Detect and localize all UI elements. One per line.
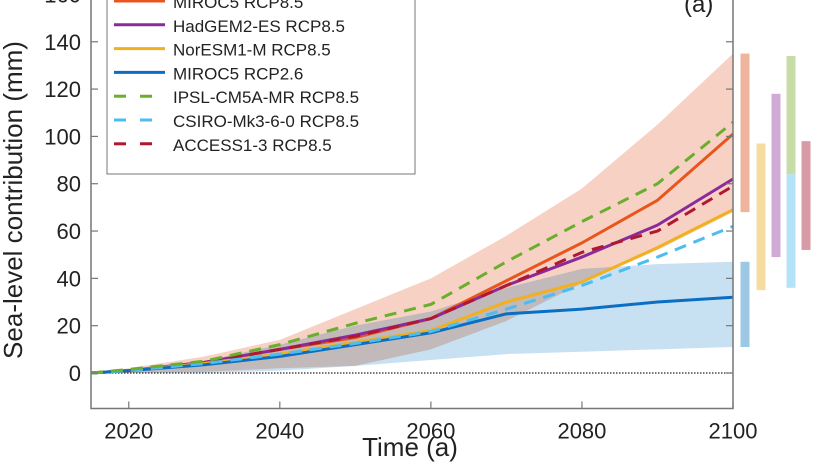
x-tick-label: 2020 bbox=[104, 418, 153, 443]
x-tick-label: 2040 bbox=[255, 418, 304, 443]
y-tick-label: 140 bbox=[44, 30, 81, 55]
y-tick-label: 100 bbox=[44, 124, 81, 149]
series-line-4 bbox=[90, 121, 734, 375]
legend-label-4: IPSL-CM5A-MR RCP8.5 bbox=[173, 88, 359, 107]
range-bars-2100 bbox=[740, 53, 811, 347]
legend-label-5: CSIRO-Mk3-6-0 RCP8.5 bbox=[173, 112, 359, 131]
x-tick-label: 2100 bbox=[709, 418, 758, 443]
series-line-5 bbox=[90, 224, 734, 375]
axis-frame bbox=[90, 0, 734, 410]
legend: MIROC5 RCP8.5 HadGEM2-ES RCP8.5 NorESM1-M … bbox=[106, 0, 416, 175]
range-bar-3 bbox=[771, 93, 781, 258]
legend-label-2: NorESM1-M RCP8.5 bbox=[173, 41, 331, 60]
range-bar-6 bbox=[801, 141, 811, 250]
y-tick-label: 20 bbox=[57, 314, 81, 339]
legend-label-0: MIROC5 RCP8.5 bbox=[173, 0, 303, 12]
y-tick-label: 40 bbox=[57, 266, 81, 291]
x-axis-label: Time (a) bbox=[362, 432, 458, 462]
y-tick-label: 80 bbox=[57, 172, 81, 197]
y-tick-label: 60 bbox=[57, 219, 81, 244]
x-tick-label: 2080 bbox=[557, 418, 606, 443]
y-axis-label: Sea-level contribution (mm) bbox=[0, 41, 28, 359]
axes: 2020204020602080210002040608010012014016… bbox=[44, 0, 757, 443]
range-bar-1 bbox=[740, 261, 750, 347]
series-lines bbox=[90, 121, 734, 375]
x-tick-label: 2060 bbox=[406, 418, 455, 443]
range-bar-5 bbox=[786, 174, 796, 288]
legend-label-3: MIROC5 RCP2.6 bbox=[173, 64, 303, 83]
y-tick-label: 120 bbox=[44, 77, 81, 102]
panel-label: (a) bbox=[684, 0, 713, 18]
y-tick-label: 160 bbox=[44, 0, 81, 7]
y-tick-label: 0 bbox=[69, 361, 81, 386]
range-bar-2 bbox=[756, 143, 766, 291]
legend-box bbox=[106, 0, 416, 175]
range-bar-4 bbox=[786, 55, 796, 175]
series-line-6 bbox=[90, 184, 734, 375]
legend-label-6: ACCESS1-3 RCP8.5 bbox=[173, 136, 332, 155]
range-bar-0 bbox=[740, 53, 750, 213]
band-1 bbox=[91, 261, 733, 373]
legend-label-1: HadGEM2-ES RCP8.5 bbox=[173, 17, 345, 36]
